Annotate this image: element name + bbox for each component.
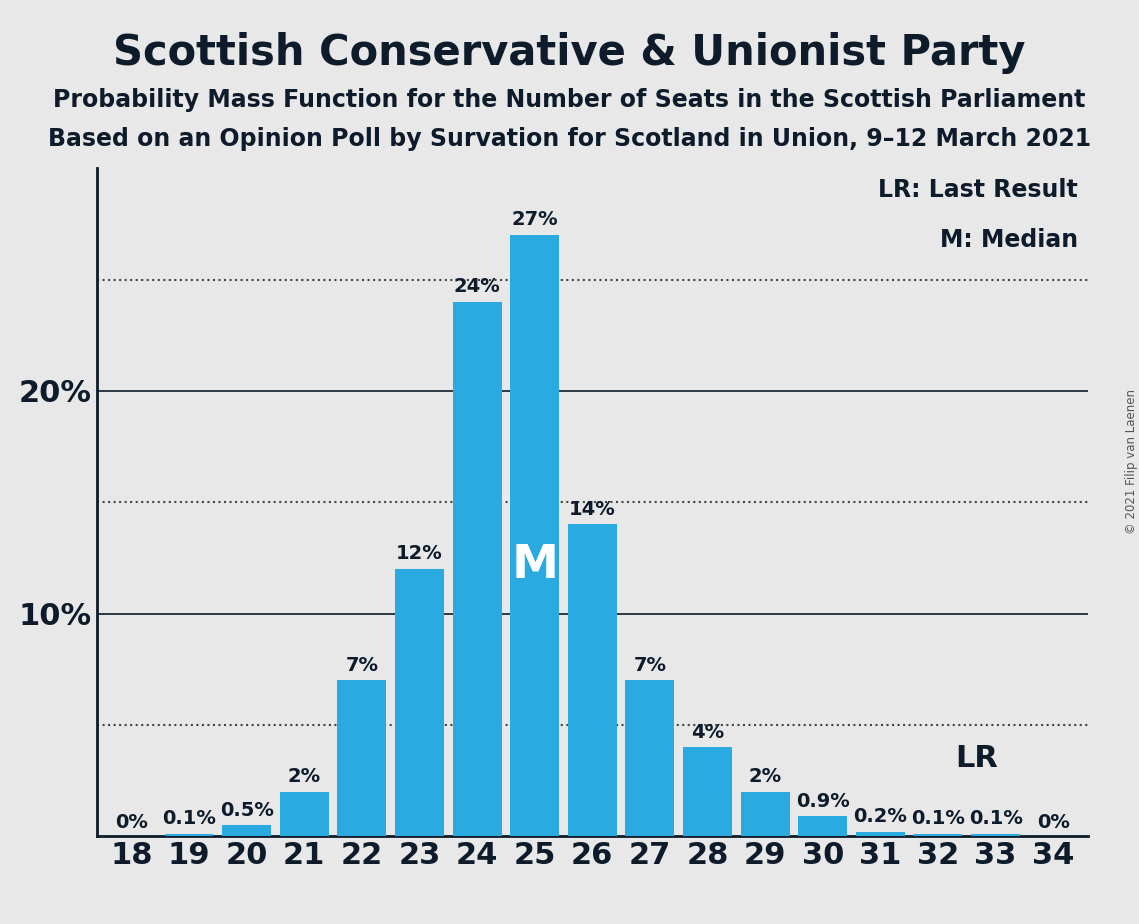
Text: M: Median: M: Median xyxy=(940,228,1077,252)
Text: LR: LR xyxy=(956,744,998,772)
Bar xyxy=(625,680,674,836)
Text: 0%: 0% xyxy=(115,813,148,832)
Text: © 2021 Filip van Laenen: © 2021 Filip van Laenen xyxy=(1124,390,1138,534)
Text: Based on an Opinion Poll by Survation for Scotland in Union, 9–12 March 2021: Based on an Opinion Poll by Survation fo… xyxy=(48,127,1091,151)
Bar xyxy=(683,748,732,836)
Text: 24%: 24% xyxy=(453,277,500,297)
Text: 0%: 0% xyxy=(1036,813,1070,832)
Text: 2%: 2% xyxy=(288,767,321,786)
Text: 7%: 7% xyxy=(345,656,378,675)
Bar xyxy=(510,235,559,836)
Text: 0.5%: 0.5% xyxy=(220,800,273,820)
Bar xyxy=(222,825,271,836)
Bar xyxy=(452,302,501,836)
Bar xyxy=(972,834,1021,836)
Text: 12%: 12% xyxy=(396,544,443,564)
Text: 0.9%: 0.9% xyxy=(796,792,850,810)
Text: 2%: 2% xyxy=(748,767,781,786)
Text: Probability Mass Function for the Number of Seats in the Scottish Parliament: Probability Mass Function for the Number… xyxy=(54,88,1085,112)
Bar xyxy=(280,792,329,836)
Text: 27%: 27% xyxy=(511,211,558,229)
Bar xyxy=(740,792,789,836)
Text: 0.1%: 0.1% xyxy=(968,809,1023,829)
Text: 14%: 14% xyxy=(568,500,616,519)
Bar xyxy=(798,816,847,836)
Text: 4%: 4% xyxy=(691,723,724,742)
Text: 0.1%: 0.1% xyxy=(911,809,965,829)
Bar xyxy=(913,834,962,836)
Text: Scottish Conservative & Unionist Party: Scottish Conservative & Unionist Party xyxy=(113,32,1026,74)
Bar xyxy=(568,525,616,836)
Text: M: M xyxy=(511,543,558,589)
Text: 0.2%: 0.2% xyxy=(853,808,908,826)
Text: LR: Last Result: LR: Last Result xyxy=(878,178,1077,202)
Bar xyxy=(164,834,213,836)
Bar xyxy=(337,680,386,836)
Text: 0.1%: 0.1% xyxy=(162,809,216,829)
Bar xyxy=(855,832,904,836)
Text: 7%: 7% xyxy=(633,656,666,675)
Bar xyxy=(395,569,444,836)
